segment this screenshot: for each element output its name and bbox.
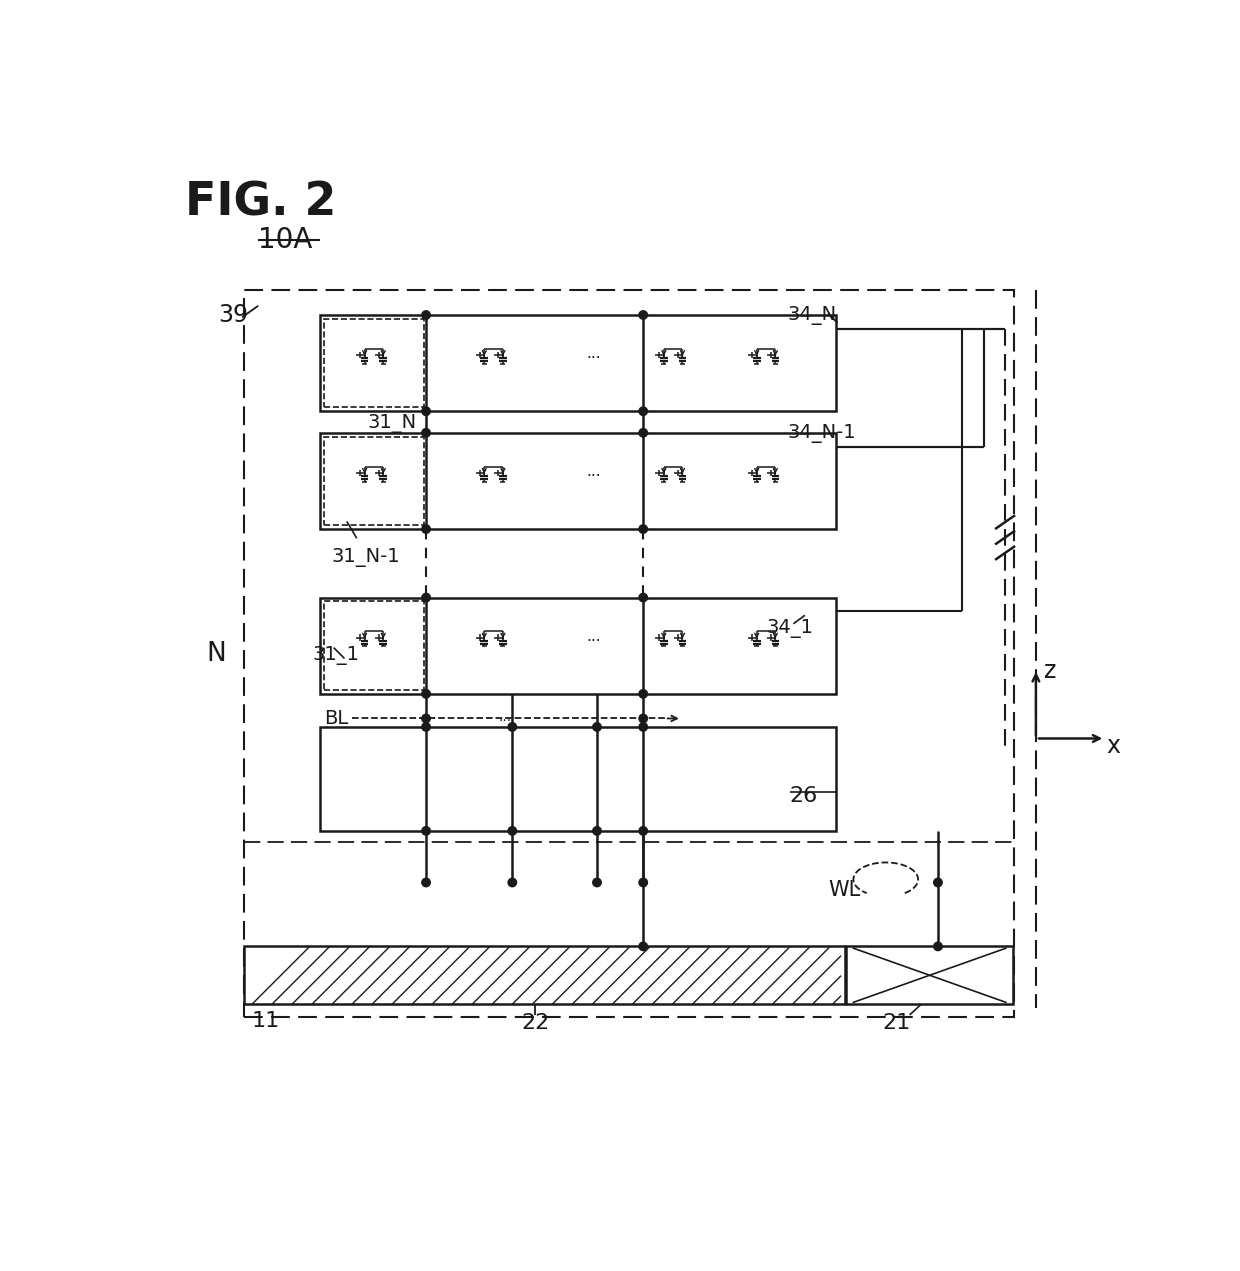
- Text: ...: ...: [585, 629, 600, 643]
- Text: ...: ...: [585, 464, 600, 479]
- Circle shape: [508, 723, 517, 731]
- Circle shape: [639, 407, 647, 416]
- Circle shape: [422, 826, 430, 835]
- Text: 11: 11: [252, 1010, 280, 1031]
- Text: FIG. 2: FIG. 2: [185, 180, 336, 225]
- Text: ...: ...: [498, 710, 511, 724]
- Circle shape: [422, 714, 430, 723]
- Text: N: N: [207, 641, 227, 667]
- Text: BL: BL: [324, 709, 348, 728]
- Text: ...: ...: [585, 346, 600, 361]
- Bar: [320, 315, 836, 412]
- Text: 31_N: 31_N: [367, 414, 417, 433]
- Circle shape: [422, 310, 430, 319]
- Bar: [244, 290, 1014, 1017]
- Circle shape: [593, 723, 601, 731]
- Text: 34_N-1: 34_N-1: [787, 423, 857, 442]
- Circle shape: [422, 428, 430, 437]
- Circle shape: [422, 690, 430, 698]
- Text: 22: 22: [521, 1013, 549, 1033]
- Circle shape: [422, 525, 430, 534]
- Text: WL: WL: [828, 881, 861, 900]
- Text: 26: 26: [790, 787, 817, 806]
- Circle shape: [639, 714, 647, 723]
- Circle shape: [934, 878, 942, 887]
- Bar: [320, 727, 836, 831]
- Text: 34_1: 34_1: [766, 619, 813, 638]
- Bar: [847, 947, 1013, 1004]
- Bar: [320, 597, 836, 694]
- Circle shape: [422, 407, 430, 416]
- Bar: [324, 319, 424, 408]
- Bar: [320, 433, 836, 529]
- Text: x: x: [1107, 735, 1121, 759]
- Bar: [244, 947, 844, 1004]
- Circle shape: [508, 878, 517, 887]
- Text: 21: 21: [882, 1013, 910, 1033]
- Text: 31_1: 31_1: [312, 646, 360, 665]
- Circle shape: [639, 878, 647, 887]
- Circle shape: [639, 594, 647, 601]
- Text: 39: 39: [218, 302, 248, 327]
- Circle shape: [508, 826, 517, 835]
- Circle shape: [639, 942, 647, 951]
- Circle shape: [422, 594, 430, 601]
- Text: 10A: 10A: [258, 226, 312, 254]
- Circle shape: [593, 878, 601, 887]
- Circle shape: [639, 310, 647, 319]
- Bar: [324, 601, 424, 690]
- Circle shape: [934, 942, 942, 951]
- Circle shape: [639, 690, 647, 698]
- Circle shape: [639, 723, 647, 731]
- Circle shape: [639, 525, 647, 534]
- Text: 31_N-1: 31_N-1: [331, 548, 401, 567]
- Text: 34_N: 34_N: [787, 306, 837, 325]
- Circle shape: [422, 723, 430, 731]
- Circle shape: [593, 826, 601, 835]
- Text: z: z: [1044, 658, 1056, 683]
- Circle shape: [639, 826, 647, 835]
- Circle shape: [422, 878, 430, 887]
- Bar: [324, 437, 424, 525]
- Circle shape: [639, 428, 647, 437]
